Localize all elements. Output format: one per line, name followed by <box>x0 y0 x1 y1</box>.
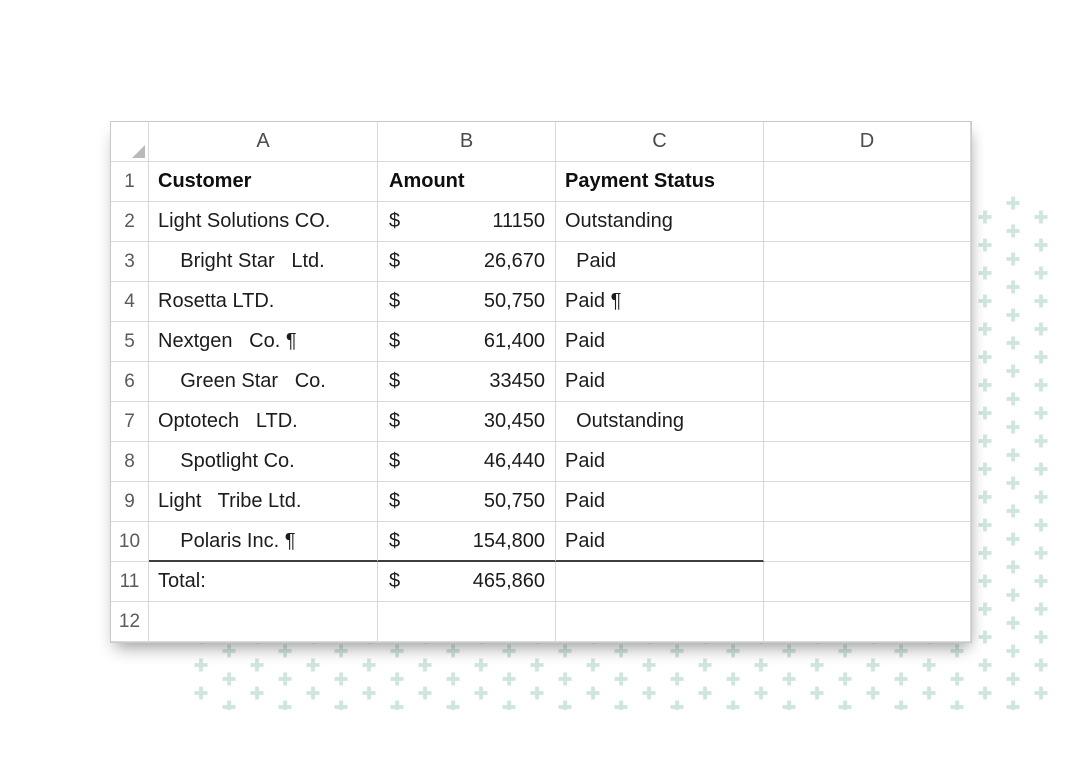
cell-empty[interactable] <box>764 562 971 602</box>
row-header[interactable]: 3 <box>111 242 149 282</box>
currency-symbol: $ <box>389 370 401 392</box>
cell-status[interactable]: Paid ¶ <box>556 282 764 322</box>
row-header[interactable]: 4 <box>111 282 149 322</box>
cell-status[interactable]: Paid <box>556 322 764 362</box>
cell-amount[interactable]: $26,670 <box>378 242 556 282</box>
currency-symbol: $ <box>389 490 401 512</box>
currency-symbol: $ <box>389 570 401 592</box>
amount-value: 33450 <box>489 370 545 392</box>
cell-amount[interactable]: $154,800 <box>378 522 556 562</box>
amount-value: 46,440 <box>483 450 545 472</box>
cell-empty[interactable] <box>764 162 971 202</box>
cell-amount[interactable]: $11150 <box>378 202 556 242</box>
cell-total-amount[interactable]: $465,860 <box>378 562 556 602</box>
cell-status-header[interactable]: Payment Status <box>556 162 764 202</box>
cell-total-label[interactable]: Total: <box>149 562 378 602</box>
row-header[interactable]: 10 <box>111 522 149 562</box>
cell-amount[interactable]: $61,400 <box>378 322 556 362</box>
cell-empty[interactable] <box>764 322 971 362</box>
column-header-d[interactable]: D <box>764 122 971 162</box>
cell-customer[interactable]: Optotech LTD. <box>149 402 378 442</box>
cell-status[interactable] <box>556 562 764 602</box>
cell-amount[interactable]: $33450 <box>378 362 556 402</box>
row-header[interactable]: 11 <box>111 562 149 602</box>
cell-amount-header[interactable]: Amount <box>378 162 556 202</box>
amount-value: 465,860 <box>472 570 545 592</box>
cell-empty[interactable] <box>764 242 971 282</box>
currency-symbol: $ <box>389 330 401 352</box>
cell-empty[interactable] <box>764 442 971 482</box>
cell-customer[interactable]: Nextgen Co. ¶ <box>149 322 378 362</box>
cell-empty[interactable] <box>556 602 764 642</box>
cell-status[interactable]: Paid <box>556 482 764 522</box>
row-header[interactable]: 12 <box>111 602 149 642</box>
cell-status[interactable]: Paid <box>556 242 764 282</box>
cell-amount[interactable]: $30,450 <box>378 402 556 442</box>
amount-value: 26,670 <box>483 250 545 272</box>
cell-status[interactable]: Paid <box>556 522 764 562</box>
cell-status[interactable]: Paid <box>556 362 764 402</box>
cell-empty[interactable] <box>764 402 971 442</box>
amount-value: 11150 <box>492 210 545 232</box>
row-header[interactable]: 5 <box>111 322 149 362</box>
cell-customer[interactable]: Polaris Inc. ¶ <box>149 522 378 562</box>
cell-customer-header[interactable]: Customer <box>149 162 378 202</box>
column-header-c[interactable]: C <box>556 122 764 162</box>
spreadsheet: A B C D 1 Customer Amount Payment Status… <box>110 121 972 643</box>
currency-symbol: $ <box>389 210 401 232</box>
cell-amount[interactable]: $46,440 <box>378 442 556 482</box>
select-all-triangle-icon <box>132 145 145 158</box>
cell-empty[interactable] <box>378 602 556 642</box>
row-header[interactable]: 7 <box>111 402 149 442</box>
column-header-a[interactable]: A <box>149 122 378 162</box>
cell-status[interactable]: Paid <box>556 442 764 482</box>
cell-amount[interactable]: $50,750 <box>378 482 556 522</box>
cell-customer[interactable]: Spotlight Co. <box>149 442 378 482</box>
amount-value: 61,400 <box>483 330 545 352</box>
amount-value: 154,800 <box>472 529 545 552</box>
select-all-corner[interactable] <box>111 122 149 162</box>
cell-empty[interactable] <box>764 482 971 522</box>
cell-empty[interactable] <box>149 602 378 642</box>
cell-empty[interactable] <box>764 202 971 242</box>
amount-value: 50,750 <box>483 490 545 512</box>
cell-empty[interactable] <box>764 282 971 322</box>
row-header[interactable]: 8 <box>111 442 149 482</box>
cell-customer[interactable]: Bright Star Ltd. <box>149 242 378 282</box>
currency-symbol: $ <box>389 450 401 472</box>
cell-status[interactable]: Outstanding <box>556 402 764 442</box>
amount-value: 50,750 <box>483 290 545 312</box>
cell-customer[interactable]: Rosetta LTD. <box>149 282 378 322</box>
row-header[interactable]: 2 <box>111 202 149 242</box>
cell-amount[interactable]: $50,750 <box>378 282 556 322</box>
cell-customer[interactable]: Light Tribe Ltd. <box>149 482 378 522</box>
cell-status[interactable]: Outstanding <box>556 202 764 242</box>
cell-empty[interactable] <box>764 522 971 562</box>
cell-empty[interactable] <box>764 602 971 642</box>
cell-empty[interactable] <box>764 362 971 402</box>
currency-symbol: $ <box>389 410 401 432</box>
currency-symbol: $ <box>389 250 401 272</box>
amount-value: 30,450 <box>483 410 545 432</box>
currency-symbol: $ <box>389 529 401 552</box>
currency-symbol: $ <box>389 290 401 312</box>
cell-customer[interactable]: Green Star Co. <box>149 362 378 402</box>
column-header-b[interactable]: B <box>378 122 556 162</box>
row-header[interactable]: 1 <box>111 162 149 202</box>
row-header[interactable]: 6 <box>111 362 149 402</box>
cell-customer[interactable]: Light Solutions CO. <box>149 202 378 242</box>
row-header[interactable]: 9 <box>111 482 149 522</box>
